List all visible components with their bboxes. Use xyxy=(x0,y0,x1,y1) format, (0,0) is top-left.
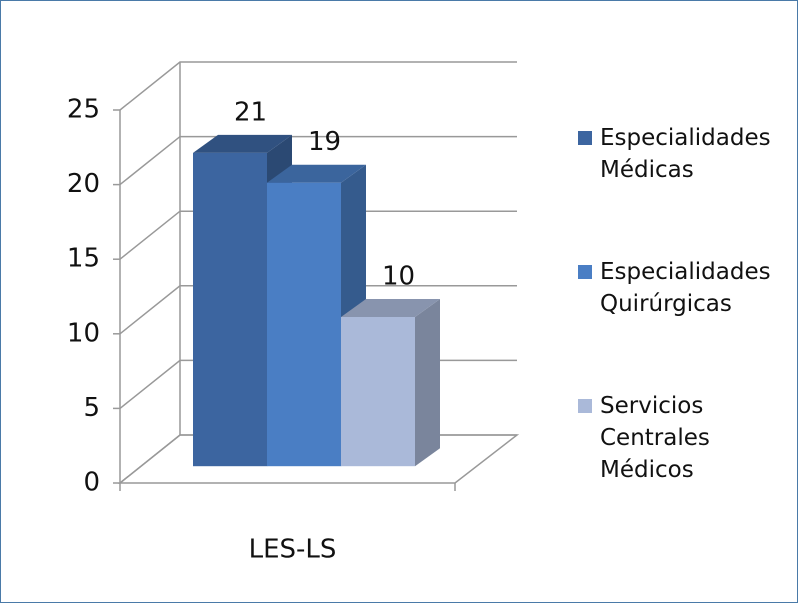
bar-front xyxy=(267,182,341,467)
y-tick-label: 10 xyxy=(67,318,100,348)
data-label: 21 xyxy=(234,97,267,127)
bar-top xyxy=(193,134,292,153)
grid-line xyxy=(119,61,517,111)
bar-top xyxy=(267,164,366,183)
y-tick-label: 25 xyxy=(67,95,100,125)
legend-item: Especialidades Médicas xyxy=(578,122,793,186)
legend-item: Especialidades Quirúrgicas xyxy=(578,256,793,320)
bar xyxy=(341,299,440,467)
legend-swatch xyxy=(578,131,592,145)
bar-top xyxy=(341,299,440,317)
data-label: 10 xyxy=(382,262,415,292)
legend-label: Servicios Centrales Médicos xyxy=(600,393,710,483)
legend-item: Servicios Centrales Médicos xyxy=(578,390,793,486)
legend-swatch xyxy=(578,399,592,413)
y-tick-label: 5 xyxy=(83,393,100,423)
x-tick-label: LES-LS xyxy=(249,535,337,565)
grid-line xyxy=(119,210,517,260)
bar-front xyxy=(193,152,267,467)
bar-front xyxy=(341,317,415,467)
bar-side xyxy=(415,299,440,467)
grid-line xyxy=(119,285,517,335)
y-tick-label: 0 xyxy=(83,468,100,498)
grid-line xyxy=(119,135,517,186)
y-tick-label: 15 xyxy=(67,244,100,274)
y-tick-label: 20 xyxy=(67,169,100,199)
legend-label: Especialidades Quirúrgicas xyxy=(600,259,771,317)
legend-swatch xyxy=(578,265,592,279)
legend-label: Especialidades Médicas xyxy=(600,125,771,183)
data-label: 19 xyxy=(308,127,341,157)
